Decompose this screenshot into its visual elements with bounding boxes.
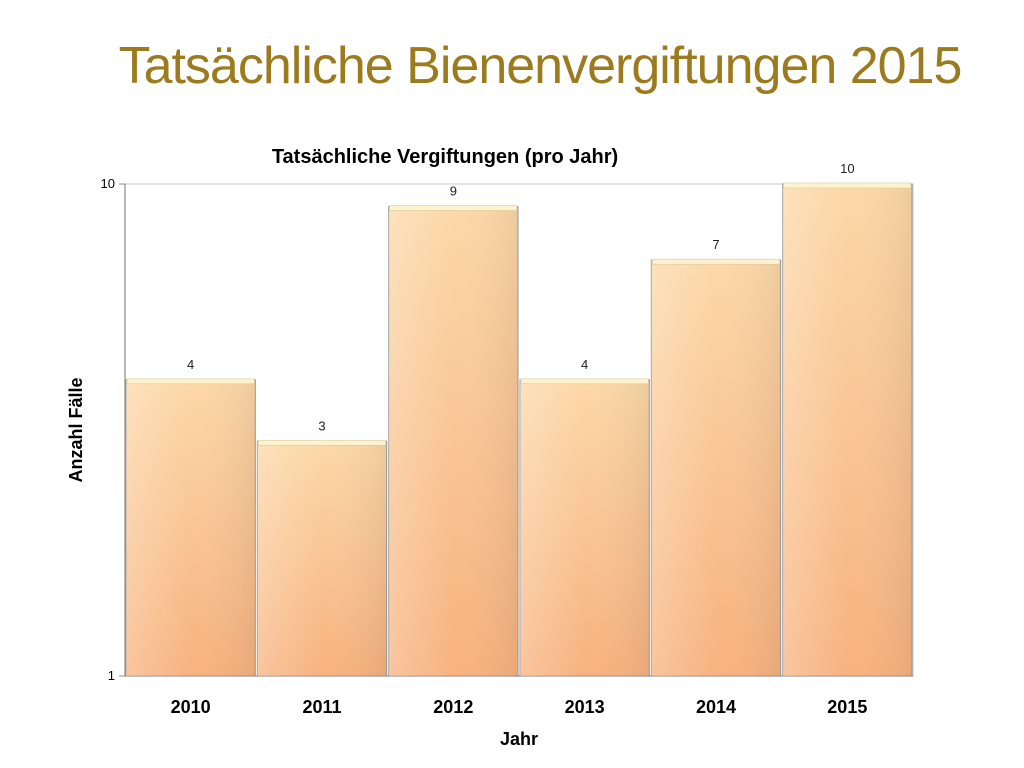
bar-cap (520, 378, 649, 385)
x-tick-label: 2014 (696, 697, 736, 717)
x-tick-label: 2013 (565, 697, 605, 717)
bar-cap (652, 258, 780, 265)
data-label: 9 (450, 184, 457, 199)
bar-sheen (651, 260, 781, 676)
x-tick-label: 2012 (433, 697, 473, 717)
bar-sheen (126, 379, 256, 676)
bar-cap (783, 182, 912, 189)
y-tick-label: 10 (101, 176, 115, 191)
chart-title: Tatsächliche Vergiftungen (pro Jahr) (272, 146, 618, 168)
y-tick-label: 1 (108, 668, 115, 683)
bar-sheen (257, 441, 387, 676)
x-tick-label: 2015 (827, 697, 867, 717)
x-tick-label: 2010 (171, 697, 211, 717)
slide-title: Tatsächliche Bienenvergiftungen 2015 (118, 37, 963, 95)
data-label: 3 (318, 418, 325, 433)
data-label: 7 (712, 237, 719, 252)
labels-layer: 1 10 4 2010 3 2011 9 2012 4 2013 7 2014 10 2015 (101, 161, 868, 717)
data-label: 4 (581, 357, 588, 372)
bar-sheen (388, 206, 518, 676)
bars-layer (125, 182, 913, 677)
x-tick-label: 2011 (302, 697, 341, 717)
plot-area (119, 183, 914, 677)
data-label: 4 (187, 357, 194, 372)
bar-cap (258, 439, 386, 446)
bar-sheen (782, 184, 912, 676)
data-label: 10 (840, 161, 854, 176)
y-axis-title: Anzahl Fälle (66, 377, 86, 482)
bar-cap (389, 205, 518, 211)
x-axis-title: Jahr (500, 729, 538, 749)
bar-sheen (520, 379, 650, 676)
bar-cap (126, 378, 255, 385)
